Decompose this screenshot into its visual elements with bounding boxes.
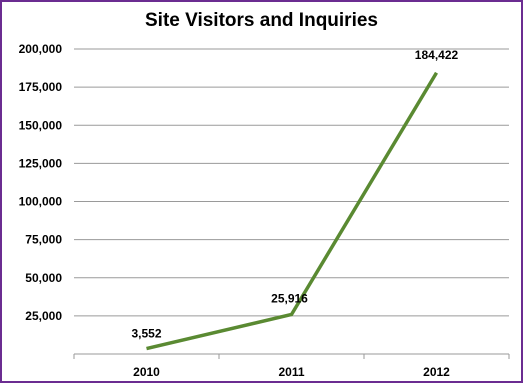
y-tick-label: 75,000 <box>25 233 62 247</box>
y-tick-label: 175,000 <box>19 80 63 94</box>
series-line <box>146 71 439 351</box>
chart-title: Site Visitors and Inquiries <box>145 10 378 31</box>
data-label: 25,916 <box>271 291 308 305</box>
x-tick-label: 2010 <box>133 365 160 379</box>
y-tick-label: 100,000 <box>19 195 63 209</box>
x-tick-label: 2011 <box>278 365 304 379</box>
x-tick-label: 2012 <box>423 365 450 379</box>
y-tick-label: 150,000 <box>19 118 63 132</box>
y-tick-label: 125,000 <box>19 156 63 170</box>
y-tick-label: 25,000 <box>25 309 62 323</box>
data-label: 3,552 <box>131 327 161 341</box>
data-label: 184,422 <box>415 48 459 62</box>
y-tick-label: 50,000 <box>25 271 62 285</box>
y-tick-label: 200,000 <box>19 42 63 56</box>
